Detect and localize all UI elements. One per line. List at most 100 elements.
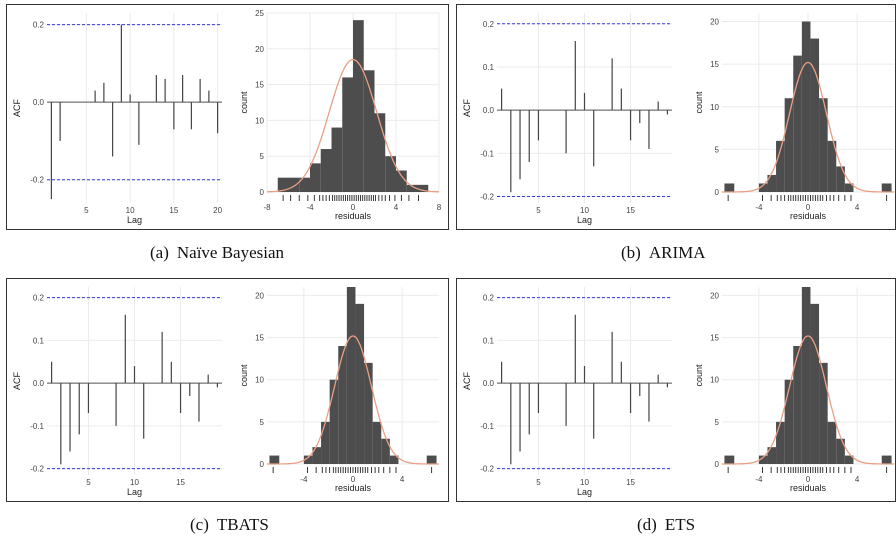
- hist-y-tick-label: 15: [255, 81, 264, 90]
- histogram-bar: [363, 70, 375, 192]
- acf-y-tick-label: 0.1: [483, 336, 495, 345]
- hist-y-axis-label: count: [694, 91, 704, 114]
- acf-x-tick-label: 15: [626, 478, 635, 487]
- histogram-bar: [758, 455, 768, 464]
- histogram-bar: [277, 177, 300, 192]
- acf-y-axis-label: ACF: [12, 371, 22, 390]
- hist-x-tick-label: 0: [806, 475, 811, 484]
- acf-x-tick-label: 15: [169, 206, 178, 215]
- histogram-bar: [801, 21, 811, 193]
- acf-y-tick-label: -0.2: [480, 193, 494, 202]
- acf-x-tick-label: 10: [126, 206, 135, 215]
- acf-y-axis-label: ACF: [12, 98, 22, 117]
- histogram-bar: [801, 287, 811, 464]
- hist-x-axis-label: residuals: [790, 483, 827, 493]
- acf-x-axis-label: Lag: [577, 215, 592, 225]
- panel-svg-b: 5 10 15 -0.2 -0.1 0.0 0.1 0.2 Lag ACF -4 0 4 0 5 10 15 20…: [462, 13, 894, 225]
- figure-panel-a: 5 10 15 20 -0.2 0.0 0.2 Lag ACF -8 -4 0 4 8 0 5 10 15 20 25…: [6, 4, 449, 230]
- acf-y-tick-label: 0.0: [483, 379, 495, 388]
- acf-y-tick-label: 0.0: [33, 98, 45, 107]
- caption-label-d: (d): [637, 515, 657, 534]
- histogram-bar: [269, 455, 280, 464]
- histogram-bar: [836, 438, 845, 464]
- hist-x-tick-label: 0: [351, 475, 356, 484]
- hist-y-axis-label: count: [239, 364, 249, 387]
- hist-y-tick-label: 15: [255, 334, 264, 343]
- histogram-bar: [303, 455, 313, 464]
- histogram-bar: [810, 303, 820, 464]
- acf-x-axis-label: Lag: [127, 215, 142, 225]
- panel-svg-a: 5 10 15 20 -0.2 0.0 0.2 Lag ACF -8 -4 0 4 8 0 5 10 15 20 25…: [12, 9, 442, 225]
- histogram-bar: [320, 149, 332, 192]
- figure-panel-c: 5 10 15 -0.2 -0.1 0.0 0.1 0.2 Lag ACF -4 0 4 0 5 10 15 20…: [6, 278, 449, 502]
- acf-y-tick-label: -0.1: [30, 422, 44, 431]
- histogram-bar: [312, 447, 322, 464]
- acf-y-tick-label: 0.0: [33, 379, 45, 388]
- histogram-bar: [881, 183, 892, 192]
- hist-x-tick-label: 4: [400, 475, 405, 484]
- hist-x-tick-label: 4: [855, 203, 860, 212]
- histogram-bar: [406, 184, 418, 192]
- acf-x-tick-label: 15: [626, 206, 635, 215]
- hist-y-tick-label: 0: [715, 188, 720, 197]
- acf-y-tick-label: 0.1: [33, 336, 45, 345]
- hist-y-tick-label: 5: [260, 418, 265, 427]
- acf-x-tick-label: 15: [176, 478, 185, 487]
- histogram-bar: [724, 455, 735, 464]
- hist-y-tick-label: 10: [710, 376, 719, 385]
- histogram-bar: [827, 421, 837, 464]
- density-curve: [267, 58, 439, 193]
- histogram-bar: [299, 177, 310, 192]
- hist-y-tick-label: 5: [715, 145, 720, 154]
- hist-y-axis-label: count: [694, 364, 704, 387]
- histogram-bar: [364, 362, 373, 464]
- histogram-bar: [810, 38, 820, 193]
- acf-y-tick-label: 0.0: [483, 106, 495, 115]
- caption-text-c: TBATS: [216, 515, 269, 534]
- caption-text-b: ARIMA: [648, 243, 706, 262]
- acf-x-tick-label: 5: [84, 206, 89, 215]
- hist-y-tick-label: 15: [710, 334, 719, 343]
- caption-label-b: (b): [621, 243, 641, 262]
- histogram-bar: [381, 438, 390, 464]
- histogram-bar: [724, 183, 735, 192]
- histogram-bar: [819, 98, 828, 192]
- density-curve: [722, 335, 894, 465]
- histogram-bar: [793, 55, 802, 192]
- hist-x-axis-label: residuals: [790, 211, 827, 221]
- caption-d: (d) ETS: [637, 515, 695, 535]
- acf-y-tick-label: 0.2: [33, 21, 45, 30]
- histogram-bar: [776, 140, 785, 192]
- acf-y-axis-label: ACF: [462, 371, 472, 390]
- density-curve: [722, 61, 894, 193]
- histogram-bar: [372, 421, 382, 464]
- acf-y-tick-label: 0.1: [483, 63, 495, 72]
- hist-y-tick-label: 10: [710, 103, 719, 112]
- hist-x-tick-label: 0: [351, 203, 356, 212]
- panel-svg-d: 5 10 15 -0.2 -0.1 0.0 0.1 0.2 Lag ACF -4 0 4 0 5 10 15 20…: [462, 287, 894, 497]
- hist-x-axis-label: residuals: [335, 483, 372, 493]
- acf-x-axis-label: Lag: [577, 487, 592, 497]
- caption-c: (c) TBATS: [190, 515, 269, 535]
- hist-y-tick-label: 0: [715, 460, 720, 469]
- acf-y-tick-label: 0.2: [33, 294, 45, 303]
- hist-y-tick-label: 20: [255, 45, 264, 54]
- hist-y-tick-label: 5: [260, 152, 265, 161]
- histogram-bar: [793, 346, 802, 464]
- acf-y-tick-label: -0.1: [480, 422, 494, 431]
- figure-panel-b: 5 10 15 -0.2 -0.1 0.0 0.1 0.2 Lag ACF -4 0 4 0 5 10 15 20…: [456, 4, 896, 230]
- histogram-bar: [844, 455, 854, 464]
- hist-y-tick-label: 20: [710, 291, 719, 300]
- acf-x-tick-label: 20: [213, 206, 222, 215]
- histogram-bar: [342, 77, 353, 192]
- histogram-bar: [355, 303, 365, 464]
- acf-x-tick-label: 10: [580, 478, 589, 487]
- histogram-bar: [417, 184, 429, 192]
- acf-x-tick-label: 10: [580, 206, 589, 215]
- hist-y-tick-label: 10: [255, 116, 264, 125]
- histogram-bar: [338, 346, 347, 464]
- caption-a: (a) Naïve Bayesian: [150, 243, 284, 263]
- histogram-bar: [353, 20, 364, 192]
- histogram-bar: [844, 183, 854, 192]
- acf-y-tick-label: -0.2: [30, 465, 44, 474]
